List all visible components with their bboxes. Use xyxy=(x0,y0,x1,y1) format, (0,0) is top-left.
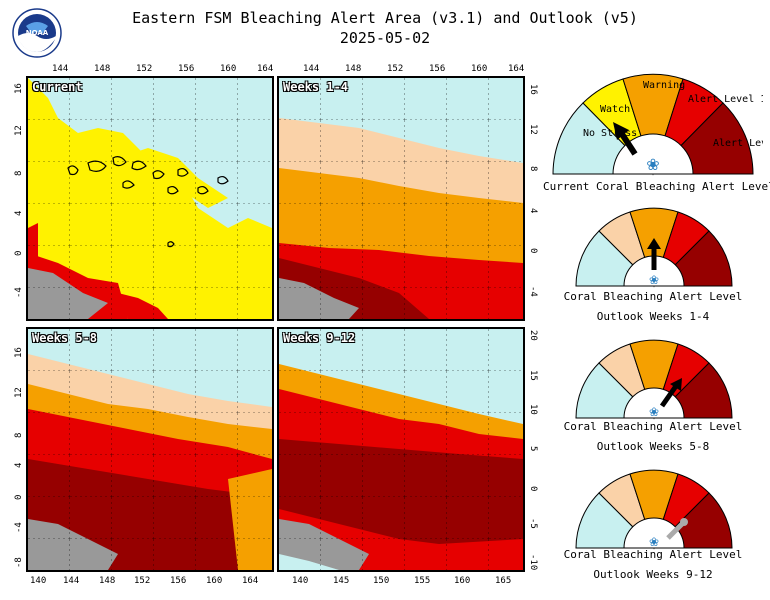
svg-text:❀: ❀ xyxy=(649,405,659,419)
gauge-w5-8: ❀ xyxy=(572,336,736,420)
svg-text:NOAA: NOAA xyxy=(26,29,49,37)
panel-label: Current xyxy=(32,80,83,94)
map-panel-weeks-5-8: Weeks 5-8 xyxy=(26,327,274,572)
svg-text:❀: ❀ xyxy=(646,155,659,174)
gauge-current: No Stress Watch Warning Alert Level 1 Al… xyxy=(543,66,770,178)
map-panel-weeks-9-12: Weeks 9-12 xyxy=(277,327,525,572)
panel-label: Weeks 5-8 xyxy=(32,331,98,345)
noaa-logo: NOAA xyxy=(12,8,62,58)
gauge-w1-4-caption1: Coral Bleaching Alert Level xyxy=(563,290,743,303)
svg-text:Watch: Watch xyxy=(600,104,630,115)
svg-text:❀: ❀ xyxy=(649,273,659,287)
map-panel-weeks-1-4: Weeks 1-4 xyxy=(277,76,525,321)
panel-label: Weeks 9-12 xyxy=(283,331,356,345)
page-title: Eastern FSM Bleaching Alert Area (v3.1) … xyxy=(132,9,638,27)
svg-text:❀: ❀ xyxy=(649,535,659,549)
svg-text:Warning: Warning xyxy=(643,80,685,91)
gauge-w9-12-caption2: Outlook Weeks 9-12 xyxy=(593,568,713,581)
gauge-current-caption: Current Coral Bleaching Alert Level xyxy=(543,180,770,193)
svg-text:Alert Level 1: Alert Level 1 xyxy=(688,94,763,105)
gauge-w5-8-caption1: Coral Bleaching Alert Level xyxy=(563,420,743,433)
gauge-w5-8-caption2: Outlook Weeks 5-8 xyxy=(596,440,710,453)
panel-label: Weeks 1-4 xyxy=(283,80,349,94)
page-date: 2025-05-02 xyxy=(339,29,431,47)
svg-text:Alert Level 2: Alert Level 2 xyxy=(713,138,763,149)
gauge-w9-12-caption1: Coral Bleaching Alert Level xyxy=(563,548,743,561)
gauge-w1-4-caption2: Outlook Weeks 1-4 xyxy=(596,310,710,323)
gauge-w1-4: ❀ xyxy=(572,204,736,288)
svg-text:No Stress: No Stress xyxy=(583,128,637,139)
map-panel-current: Current xyxy=(26,76,274,321)
gauge-w9-12: ❀ xyxy=(572,466,736,550)
